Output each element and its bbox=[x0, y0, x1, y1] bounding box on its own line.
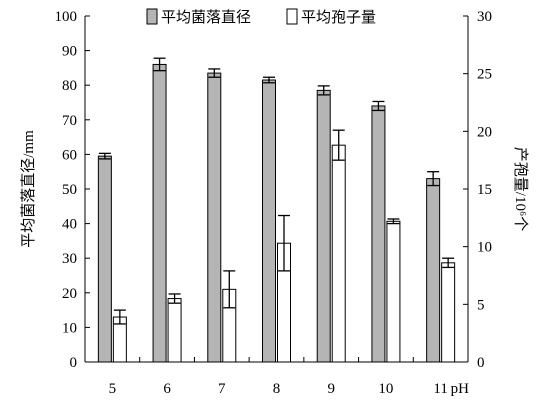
x-unit-label: pH bbox=[451, 381, 470, 397]
right-tick-label: 5 bbox=[477, 297, 485, 313]
left-tick-label: 40 bbox=[62, 217, 77, 233]
bar-colony bbox=[262, 79, 276, 363]
x-tick-label: 11 bbox=[433, 381, 447, 397]
legend-swatch-spore bbox=[286, 8, 298, 25]
right-tick-label: 10 bbox=[477, 240, 492, 256]
left-tick-label: 30 bbox=[62, 251, 77, 267]
legend: 平均菌落直径 平均孢子量 bbox=[146, 8, 376, 26]
right-tick-label: 30 bbox=[477, 9, 492, 25]
bar-spore bbox=[441, 262, 456, 363]
bar-colony bbox=[371, 105, 386, 363]
bar-spore bbox=[331, 144, 346, 363]
right-tick-label: 15 bbox=[477, 182, 492, 198]
bars-group bbox=[97, 63, 456, 363]
bar-colony bbox=[426, 178, 441, 363]
x-tick-label: 7 bbox=[218, 381, 226, 397]
left-tick-label: 10 bbox=[62, 320, 77, 336]
bar-colony bbox=[97, 155, 112, 363]
left-tick-label: 50 bbox=[62, 182, 77, 198]
right-axis-ticks: 0 5 10 15 20 25 30 bbox=[463, 9, 492, 371]
error-bars-group bbox=[98, 57, 455, 325]
bar-colony bbox=[152, 63, 167, 363]
left-tick-label: 70 bbox=[62, 113, 77, 129]
plot-frame bbox=[84, 16, 469, 363]
left-axis-ticks: 0 10 20 30 40 50 60 70 80 90 100 bbox=[55, 9, 90, 371]
bar-colony bbox=[316, 89, 331, 363]
x-tick-label: 5 bbox=[109, 381, 117, 397]
bar-spore bbox=[386, 220, 401, 363]
legend-swatch-colony bbox=[146, 8, 158, 25]
right-tick-label: 20 bbox=[477, 124, 492, 140]
left-tick-label: 60 bbox=[62, 147, 77, 163]
right-tick-label: 0 bbox=[477, 355, 485, 371]
bar-spore bbox=[167, 298, 182, 363]
left-tick-label: 80 bbox=[62, 78, 77, 94]
bar-colony bbox=[207, 72, 222, 363]
legend-label-colony: 平均菌落直径 bbox=[161, 9, 251, 26]
left-tick-label: 20 bbox=[62, 286, 77, 302]
x-tick-label: 6 bbox=[163, 381, 171, 397]
right-axis-title: 产孢量/10⁶个 bbox=[512, 147, 529, 231]
left-tick-label: 0 bbox=[70, 355, 78, 371]
left-tick-label: 100 bbox=[55, 9, 78, 25]
right-tick-label: 25 bbox=[477, 67, 492, 83]
x-tick-label: 10 bbox=[378, 381, 393, 397]
legend-label-spore: 平均孢子量 bbox=[301, 9, 376, 26]
x-tick-label: 9 bbox=[327, 381, 335, 397]
left-axis-title: 平均菌落直径/mm bbox=[20, 130, 37, 248]
left-tick-label: 90 bbox=[62, 44, 77, 60]
x-tick-label: 8 bbox=[273, 381, 281, 397]
x-axis-ticks: 5 6 7 8 9 10 11 pH bbox=[109, 357, 470, 397]
